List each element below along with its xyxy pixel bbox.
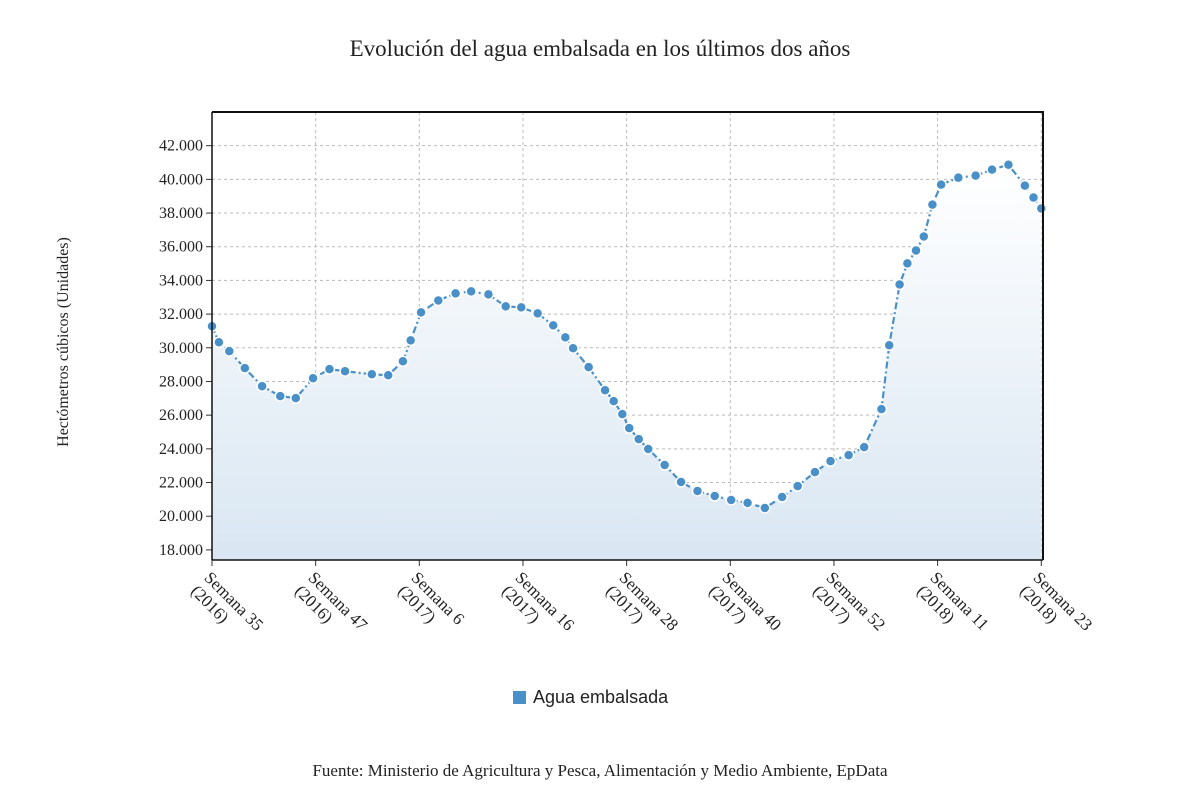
point [547,319,559,332]
point [559,331,572,344]
y-tick-label: 32.000 [159,306,203,323]
point [582,361,595,373]
point [893,278,906,291]
plot-frame [212,111,1044,560]
y-tick-label: 26.000 [159,407,203,424]
point [842,449,855,461]
y-tick-label: 36.000 [159,239,203,256]
point [290,392,302,404]
legend-swatch [513,691,526,704]
point [404,334,417,347]
point [901,257,914,270]
point [482,288,495,301]
point [223,345,236,357]
point [632,433,645,445]
y-tick-label: 18.000 [159,542,203,559]
point [531,307,544,320]
point [449,287,462,300]
point [809,466,821,478]
point [1027,191,1040,204]
point [515,301,527,314]
area [212,164,1042,560]
point [465,285,477,298]
point [642,443,654,455]
point [658,459,671,471]
point [926,198,939,211]
point [213,336,225,348]
point [623,422,635,434]
point [1019,179,1031,192]
point [307,372,319,385]
point [708,490,721,502]
y-tick-label: 28.000 [159,373,203,390]
point [415,306,427,319]
point [239,362,251,374]
y-tick-label: 24.000 [159,441,203,458]
legend-label: Agua embalsada [533,687,669,707]
point [616,408,629,420]
point [274,390,286,402]
point [918,230,930,243]
point [858,441,870,453]
y-tick-label: 30.000 [159,340,203,357]
point [366,368,378,380]
point [969,169,982,182]
point [824,455,837,467]
point [875,403,888,415]
point [397,355,409,368]
point [741,497,754,509]
point [691,485,704,497]
source-note: Fuente: Ministerio de Agricultura y Pesc… [312,761,887,780]
point [883,339,895,352]
point [323,363,336,375]
point [675,476,687,488]
point [599,384,611,396]
point [986,163,998,176]
point [382,369,394,381]
point [432,294,445,307]
y-tick-label: 20.000 [159,508,203,525]
y-tick-label: 42.000 [159,138,203,155]
y-tick-label: 40.000 [159,171,203,188]
point [725,494,737,506]
point [1035,202,1048,215]
y-axis-label: Hectómetros cúbicos (Unidades) [55,237,72,447]
point [567,342,579,355]
y-tick-label: 38.000 [159,205,203,222]
point [607,395,620,407]
point [499,300,512,313]
point [952,171,965,184]
point [256,380,268,392]
point [339,365,351,377]
point [935,178,947,191]
y-tick-label: 22.000 [159,475,203,492]
point [776,491,788,503]
chart-title: Evolución del agua embalsada en los últi… [350,36,851,61]
point [759,502,771,514]
point [910,244,922,257]
point [791,480,804,492]
y-tick-label: 34.000 [159,272,203,289]
point [1002,158,1015,171]
